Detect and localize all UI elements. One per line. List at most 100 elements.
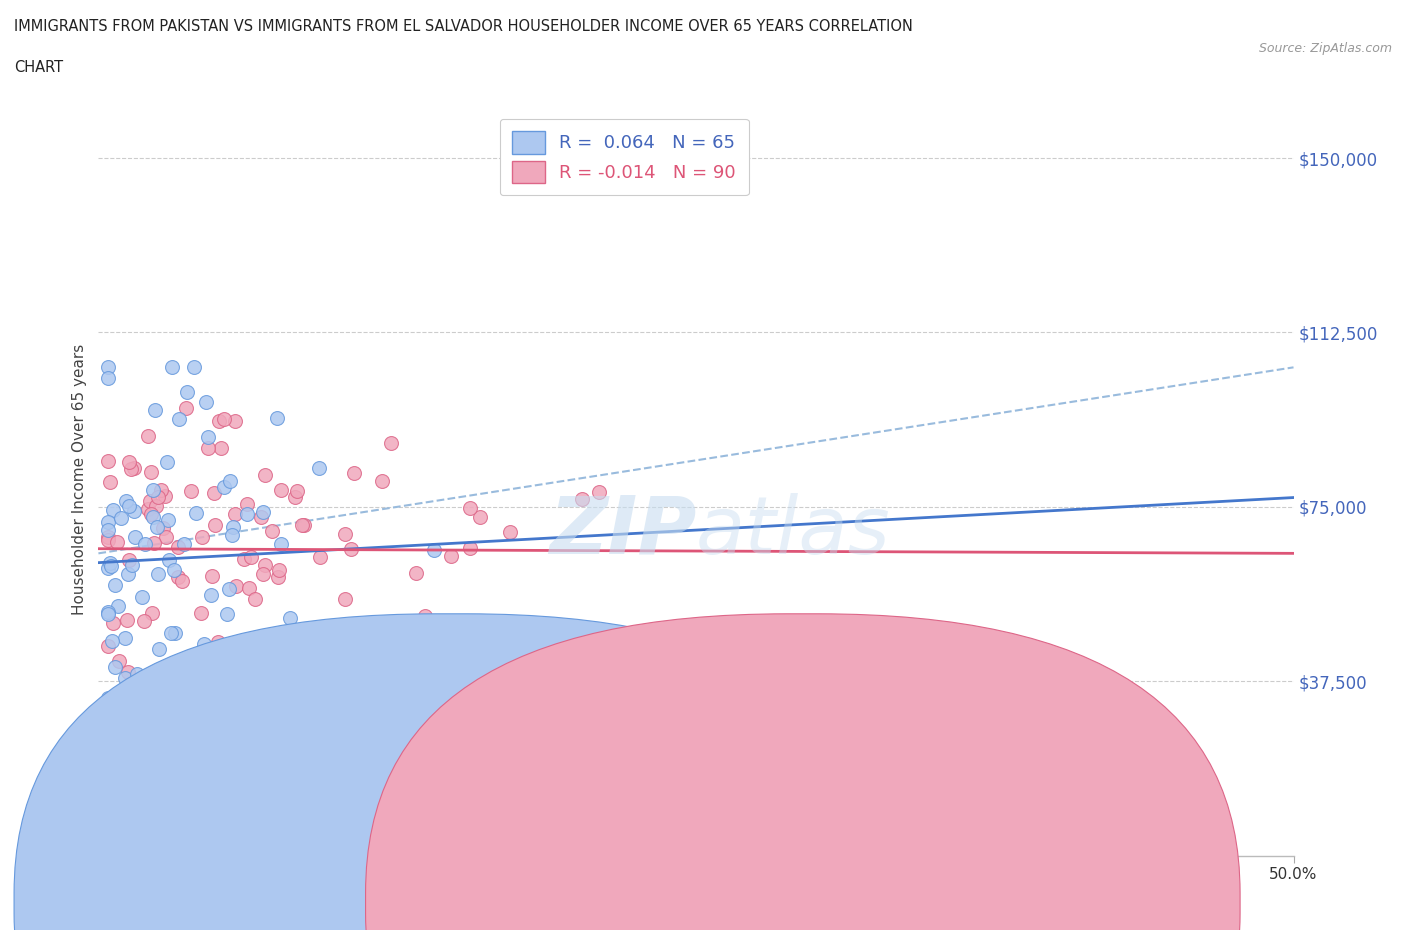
- Point: [100, 558, 122, 573]
- Point: [212, 479, 235, 494]
- Point: [339, 620, 361, 635]
- Point: [197, 429, 219, 444]
- Point: [193, 637, 215, 652]
- Point: [117, 566, 139, 581]
- Point: [97, 690, 120, 705]
- Point: [183, 360, 205, 375]
- Point: [440, 549, 463, 564]
- Text: Immigrants from Pakistan: Immigrants from Pakistan: [475, 896, 672, 910]
- Point: [207, 634, 229, 649]
- Point: [115, 612, 138, 627]
- Point: [200, 588, 222, 603]
- Point: [98, 475, 121, 490]
- Point: [209, 440, 232, 455]
- Point: [114, 494, 136, 509]
- Point: [190, 605, 212, 620]
- Point: [117, 665, 139, 680]
- Point: [108, 715, 131, 730]
- Point: [114, 671, 136, 685]
- Point: [278, 610, 301, 625]
- Point: [277, 678, 299, 693]
- Point: [218, 581, 240, 596]
- Point: [239, 549, 262, 564]
- Point: [413, 609, 436, 624]
- Point: [98, 555, 121, 570]
- Point: [254, 468, 277, 483]
- Point: [146, 520, 169, 535]
- Point: [224, 414, 246, 429]
- Point: [236, 497, 259, 512]
- Point: [156, 512, 179, 527]
- Text: Immigrants from El Salvador: Immigrants from El Salvador: [827, 896, 1046, 910]
- Point: [104, 659, 127, 674]
- Point: [108, 654, 131, 669]
- Point: [215, 606, 238, 621]
- Point: [243, 591, 266, 606]
- Point: [122, 504, 145, 519]
- Point: [380, 435, 402, 450]
- Point: [267, 570, 290, 585]
- Point: [201, 568, 224, 583]
- Point: [221, 527, 243, 542]
- Point: [405, 566, 427, 581]
- Point: [97, 639, 120, 654]
- Point: [138, 493, 160, 508]
- Point: [458, 500, 481, 515]
- Point: [308, 460, 330, 475]
- Point: [267, 562, 290, 577]
- Point: [118, 552, 141, 567]
- Point: [152, 520, 174, 535]
- Point: [134, 537, 156, 551]
- Point: [335, 591, 357, 606]
- Point: [333, 526, 356, 541]
- Point: [107, 598, 129, 613]
- Point: [139, 507, 162, 522]
- Point: [322, 642, 344, 657]
- Point: [97, 514, 120, 529]
- Point: [233, 551, 256, 566]
- Point: [291, 518, 314, 533]
- Point: [101, 616, 124, 631]
- Point: [141, 688, 163, 703]
- Text: IMMIGRANTS FROM PAKISTAN VS IMMIGRANTS FROM EL SALVADOR HOUSEHOLDER INCOME OVER : IMMIGRANTS FROM PAKISTAN VS IMMIGRANTS F…: [14, 19, 912, 33]
- Point: [370, 473, 392, 488]
- Point: [104, 578, 127, 592]
- Point: [222, 520, 245, 535]
- Point: [299, 674, 322, 689]
- Point: [294, 517, 316, 532]
- Point: [252, 504, 274, 519]
- Point: [254, 557, 277, 572]
- Point: [155, 530, 177, 545]
- Point: [125, 667, 148, 682]
- Point: [197, 440, 219, 455]
- Point: [191, 529, 214, 544]
- Point: [236, 507, 259, 522]
- Point: [138, 429, 160, 444]
- Point: [141, 606, 163, 621]
- Legend: R =  0.064   N = 65, R = -0.014   N = 90: R = 0.064 N = 65, R = -0.014 N = 90: [501, 119, 748, 195]
- Point: [117, 498, 139, 513]
- Text: atlas: atlas: [696, 493, 891, 571]
- Point: [139, 464, 162, 479]
- Point: [270, 537, 292, 551]
- Point: [337, 643, 360, 658]
- Point: [124, 530, 146, 545]
- Point: [167, 412, 190, 427]
- Point: [160, 625, 183, 640]
- Point: [270, 483, 292, 498]
- Point: [142, 510, 165, 525]
- Point: [97, 360, 120, 375]
- Point: [266, 410, 288, 425]
- Point: [157, 676, 180, 691]
- Point: [146, 490, 169, 505]
- Point: [176, 384, 198, 399]
- Point: [97, 604, 120, 619]
- Point: [204, 517, 226, 532]
- Point: [136, 501, 159, 516]
- Point: [458, 540, 481, 555]
- Point: [97, 523, 120, 538]
- Point: [97, 533, 120, 548]
- Point: [252, 567, 274, 582]
- Point: [163, 563, 186, 578]
- Point: [346, 648, 368, 663]
